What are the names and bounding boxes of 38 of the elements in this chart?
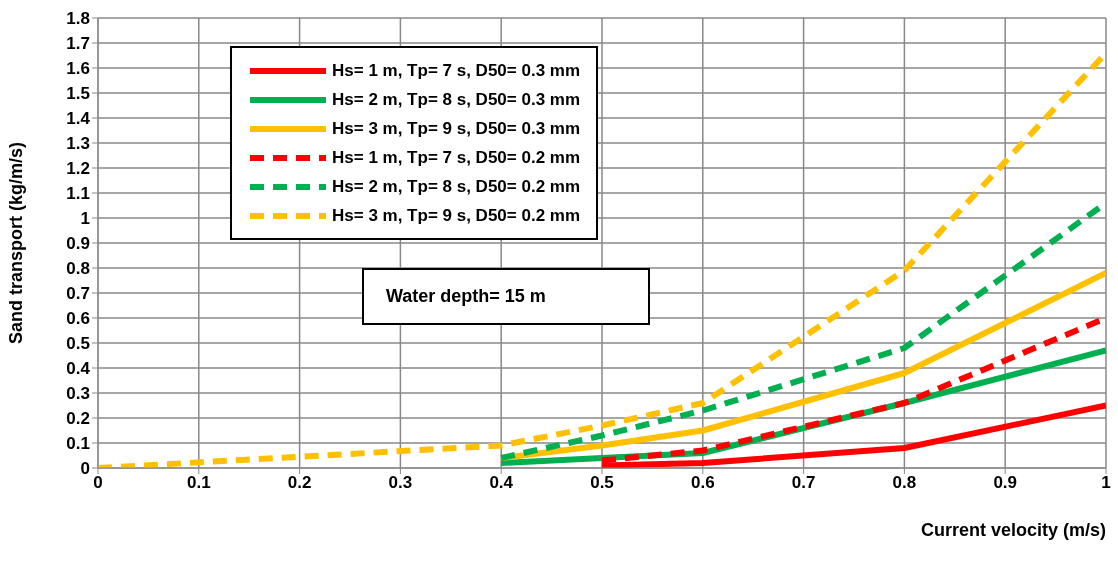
x-tick-label: 1: [1101, 473, 1111, 493]
y-tick-label: 0.6: [66, 309, 90, 329]
y-tick-label: 1.6: [66, 59, 90, 79]
x-tick-label: 0.2: [287, 473, 312, 493]
x-tick-label: 0.4: [489, 473, 514, 493]
legend-label: Hs= 2 m, Tp= 8 s, D50= 0.3 mm: [332, 89, 581, 110]
x-tick-label: 0.8: [892, 473, 917, 493]
y-tick-label: 0.5: [66, 334, 90, 354]
y-tick-label: 1.8: [66, 9, 90, 29]
y-tick-label: 1: [80, 209, 90, 229]
y-tick-label: 1.3: [66, 134, 90, 154]
legend-label: Hs= 1 m, Tp= 7 s, D50= 0.2 mm: [332, 147, 581, 168]
x-tick-label: 0.7: [791, 473, 816, 493]
legend-label: Hs= 1 m, Tp= 7 s, D50= 0.3 mm: [332, 60, 581, 81]
y-axis-title: Sand transport (kg/m/s): [6, 141, 27, 345]
x-tick-label: 0.6: [690, 473, 715, 493]
legend-label: Hs= 3 m, Tp= 9 s, D50= 0.2 mm: [332, 205, 581, 226]
y-tick-label: 0.3: [66, 384, 90, 404]
y-tick-label: 0.1: [66, 434, 90, 454]
y-tick-label: 1.2: [66, 159, 90, 179]
y-tick-label: 1.4: [66, 109, 91, 129]
y-tick-label: 0.7: [66, 284, 90, 304]
note-box: Water depth= 15 m: [362, 268, 650, 325]
y-tick-label: 0.9: [66, 234, 90, 254]
x-axis-title: Current velocity (m/s): [920, 520, 1106, 540]
y-tick-label: 1.5: [66, 84, 90, 104]
y-tick-label: 0.2: [66, 409, 90, 429]
y-tick-label: 1.1: [66, 184, 90, 204]
x-tick-label: 0.3: [388, 473, 413, 493]
x-tick-label: 0.9: [993, 473, 1018, 493]
y-tick-label: 0.4: [66, 359, 91, 379]
x-tick-label: 0.5: [590, 473, 614, 493]
x-tick-label: 0.1: [186, 473, 211, 493]
legend-label: Hs= 2 m, Tp= 8 s, D50= 0.2 mm: [332, 176, 581, 197]
y-tick-label: 0.8: [66, 259, 90, 279]
y-tick-label: 0: [80, 459, 90, 479]
legend-label: Hs= 3 m, Tp= 9 s, D50= 0.3 mm: [332, 118, 581, 139]
y-tick-label: 1.7: [66, 34, 90, 54]
